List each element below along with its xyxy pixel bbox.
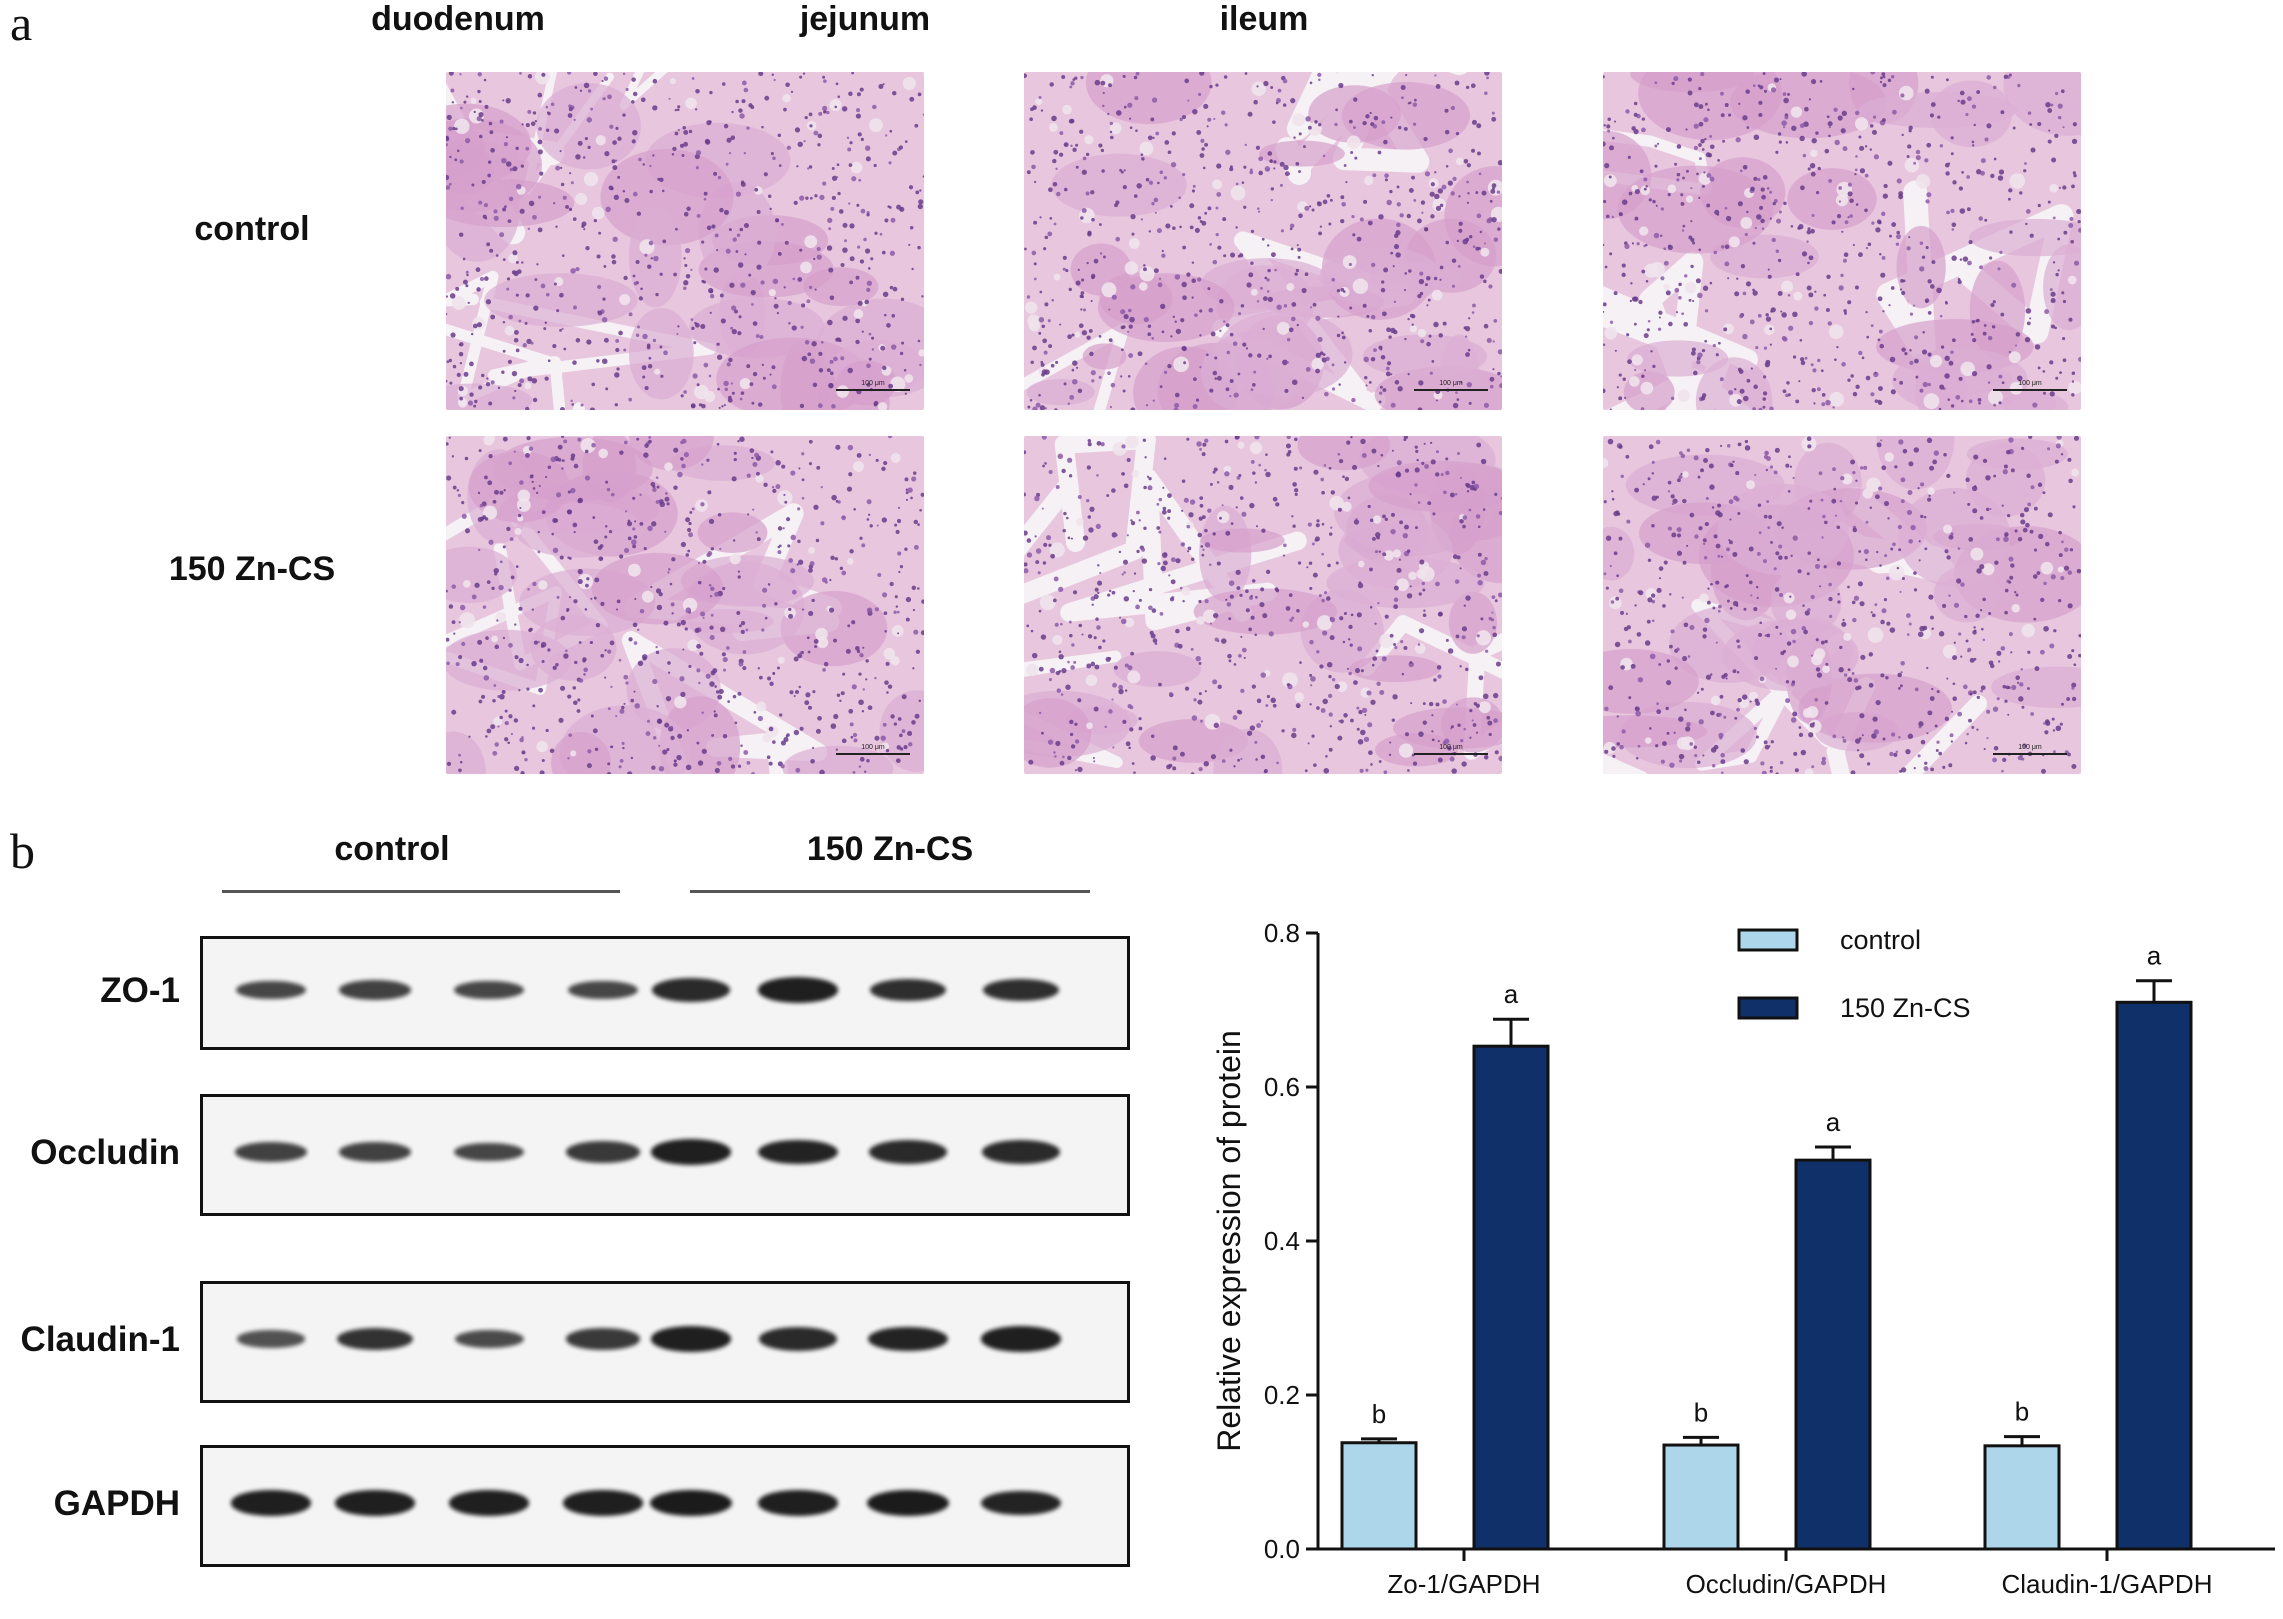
blot-band xyxy=(237,1330,305,1348)
bar-chart: 0.0 0.2 0.4 0.6 0.8 Relative expression of pr… xyxy=(1200,900,2283,1614)
legend-label: control xyxy=(1840,925,1921,955)
blot-band xyxy=(235,980,307,1000)
blot-band xyxy=(339,1142,411,1162)
blot-label: Claudin-1 xyxy=(20,1320,180,1359)
x-tick-label: Occludin/GAPDH xyxy=(1686,1569,1887,1599)
significance-letter: b xyxy=(1372,1399,1386,1429)
bar-zncs xyxy=(1794,1158,1872,1551)
blot-group-line-150-zn-cs xyxy=(690,890,1090,893)
blot-band xyxy=(868,1140,948,1164)
x-tick-label: Claudin-1/GAPDH xyxy=(2002,1569,2213,1599)
blot-band xyxy=(562,1490,644,1516)
blot-membrane xyxy=(200,1445,1130,1567)
y-tick-label: 0.2 xyxy=(1264,1380,1300,1410)
x-tick-label: Zo-1/GAPDH xyxy=(1387,1569,1540,1599)
blot-band xyxy=(867,1490,949,1516)
y-tick-label: 0.0 xyxy=(1264,1534,1300,1564)
bar-control xyxy=(1662,1443,1740,1551)
blot-band xyxy=(868,1326,948,1352)
blot-band xyxy=(339,980,411,1000)
significance-letter: b xyxy=(2015,1397,2029,1427)
scale-bar-label: 100 μm xyxy=(861,744,885,751)
blot-band xyxy=(650,1326,732,1352)
column-header-jejunum: jejunum xyxy=(799,0,931,38)
blot-band xyxy=(650,1490,732,1516)
histology-image-control-duodenum: 100 μm xyxy=(446,72,924,410)
y-axis-label: Relative expression of protein xyxy=(1211,1030,1247,1452)
significance-letter: b xyxy=(1694,1397,1708,1427)
histology-texture: 100 μm xyxy=(446,436,924,774)
blot-band xyxy=(453,1142,525,1162)
scale-bar-label: 100 μm xyxy=(1439,744,1463,751)
panel-a-letter: a xyxy=(10,0,33,51)
histology-image-zncs-jejunum: 100 μm xyxy=(1024,436,1502,774)
blot-membrane xyxy=(200,936,1130,1050)
blot-band xyxy=(980,1326,1062,1352)
blot-band xyxy=(758,1139,838,1165)
blot-band xyxy=(448,1490,530,1516)
y-tick-label: 0.8 xyxy=(1264,918,1300,948)
blot-band xyxy=(650,1139,732,1165)
significance-letter: a xyxy=(2147,941,2162,971)
blot-band xyxy=(334,1490,416,1516)
blot-band xyxy=(869,978,947,1002)
row-header-control: control xyxy=(194,210,310,248)
blot-band xyxy=(651,978,731,1002)
blot-label: GAPDH xyxy=(53,1484,180,1523)
histology-texture: 100 μm xyxy=(1603,72,2081,410)
blot-band xyxy=(757,1490,839,1516)
blot-band xyxy=(235,1142,307,1162)
scale-bar-label: 100 μm xyxy=(861,380,885,387)
blot-band xyxy=(981,1140,1061,1164)
column-header-ileum: ileum xyxy=(1219,0,1309,38)
blot-band xyxy=(565,1141,641,1163)
row-header-150-zn-cs: 150 Zn-CS xyxy=(168,550,336,588)
bar-zncs xyxy=(1472,1044,1550,1551)
blot-label: Occludin xyxy=(30,1133,180,1172)
legend-label: 150 Zn-CS xyxy=(1840,993,1971,1023)
legend-swatch xyxy=(1737,996,1799,1020)
blot-membrane xyxy=(200,1281,1130,1403)
blot-band xyxy=(454,1330,524,1348)
blot-band xyxy=(337,1328,413,1350)
blot-group-label-control: control xyxy=(334,830,450,868)
significance-letter: a xyxy=(1826,1107,1841,1137)
histology-texture: 100 μm xyxy=(446,72,924,410)
blot-band xyxy=(230,1490,312,1516)
blot-band xyxy=(453,980,525,1000)
bar-control xyxy=(1340,1441,1418,1551)
scale-bar-label: 100 μm xyxy=(2018,380,2042,387)
y-tick-label: 0.4 xyxy=(1264,1226,1300,1256)
bar-zncs xyxy=(2115,1000,2193,1551)
histology-image-zncs-ileum: 100 μm xyxy=(1603,436,2081,774)
blot-membrane xyxy=(200,1094,1130,1216)
blot-band xyxy=(982,978,1060,1002)
blot-group-label-150-zn-cs: 150 Zn-CS xyxy=(806,830,974,868)
bar-control xyxy=(1983,1444,2061,1551)
histology-image-zncs-duodenum: 100 μm xyxy=(446,436,924,774)
y-tick-label: 0.6 xyxy=(1264,1072,1300,1102)
blot-band xyxy=(565,1328,641,1350)
blot-band xyxy=(981,1490,1061,1516)
blot-label: ZO-1 xyxy=(100,971,180,1010)
blot-band xyxy=(758,1327,838,1351)
blot-band xyxy=(567,980,639,1000)
panel-b-letter: b xyxy=(10,823,35,879)
histology-texture: 100 μm xyxy=(1603,436,2081,774)
scale-bar-label: 100 μm xyxy=(1439,380,1463,387)
blot-band xyxy=(757,977,839,1003)
histology-image-control-jejunum: 100 μm xyxy=(1024,72,1502,410)
significance-letter: a xyxy=(1504,979,1519,1009)
histology-image-control-ileum: 100 μm xyxy=(1603,72,2081,410)
histology-texture: 100 μm xyxy=(1024,72,1502,410)
scale-bar-label: 100 μm xyxy=(2018,744,2042,751)
blot-group-line-control xyxy=(222,890,620,893)
bar-chart-svg: 0.0 0.2 0.4 0.6 0.8 Relative expression of pr… xyxy=(1211,918,2275,1599)
histology-texture: 100 μm xyxy=(1024,436,1502,774)
column-header-duodenum: duodenum xyxy=(371,0,545,38)
legend-swatch xyxy=(1737,928,1799,952)
